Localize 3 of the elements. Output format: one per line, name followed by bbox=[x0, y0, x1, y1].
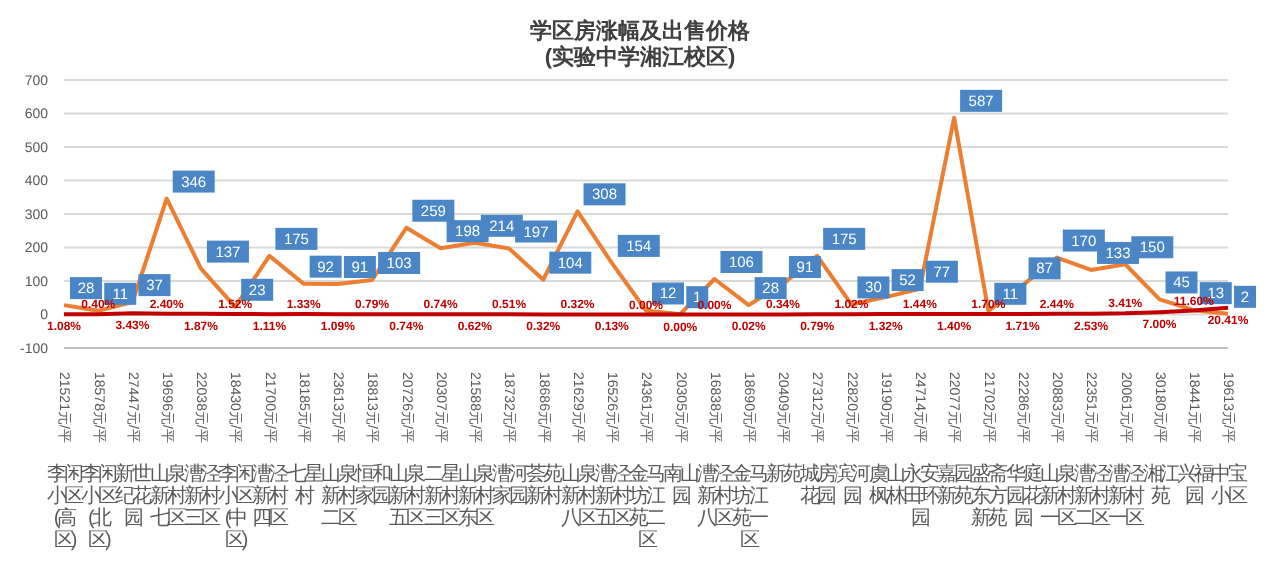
chart-subtitle: (实验中学湘江校区) bbox=[542, 46, 738, 72]
line-series bbox=[62, 115, 1230, 317]
chart-title: 学区房涨幅及出售价格 bbox=[528, 20, 752, 45]
